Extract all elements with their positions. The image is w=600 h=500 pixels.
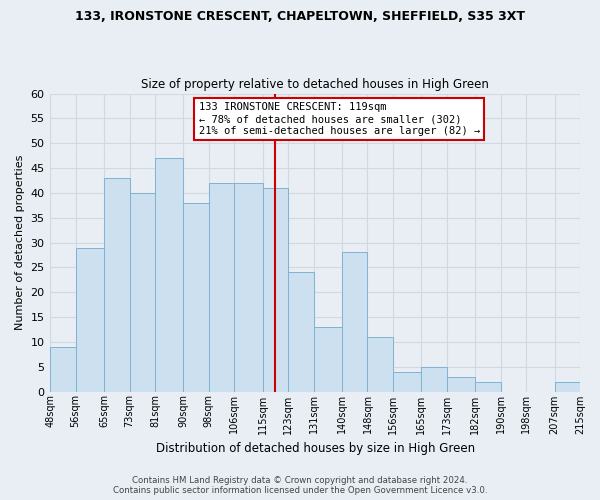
Bar <box>475 382 500 392</box>
Bar <box>130 193 155 392</box>
Bar <box>104 178 130 392</box>
Bar <box>263 188 288 392</box>
Bar <box>367 337 393 392</box>
Bar <box>50 347 76 392</box>
X-axis label: Distribution of detached houses by size in High Green: Distribution of detached houses by size … <box>155 442 475 455</box>
Text: Contains HM Land Registry data © Crown copyright and database right 2024.
Contai: Contains HM Land Registry data © Crown c… <box>113 476 487 495</box>
Title: Size of property relative to detached houses in High Green: Size of property relative to detached ho… <box>141 78 489 91</box>
Bar <box>554 382 580 392</box>
Bar <box>184 203 209 392</box>
Bar <box>155 158 184 392</box>
Text: 133, IRONSTONE CRESCENT, CHAPELTOWN, SHEFFIELD, S35 3XT: 133, IRONSTONE CRESCENT, CHAPELTOWN, SHE… <box>75 10 525 23</box>
Bar <box>76 248 104 392</box>
Bar <box>209 183 234 392</box>
Bar <box>393 372 421 392</box>
Bar <box>234 183 263 392</box>
Bar <box>421 366 447 392</box>
Y-axis label: Number of detached properties: Number of detached properties <box>15 155 25 330</box>
Bar <box>314 327 342 392</box>
Bar <box>447 376 475 392</box>
Bar <box>342 252 367 392</box>
Bar <box>288 272 314 392</box>
Text: 133 IRONSTONE CRESCENT: 119sqm
← 78% of detached houses are smaller (302)
21% of: 133 IRONSTONE CRESCENT: 119sqm ← 78% of … <box>199 102 480 136</box>
